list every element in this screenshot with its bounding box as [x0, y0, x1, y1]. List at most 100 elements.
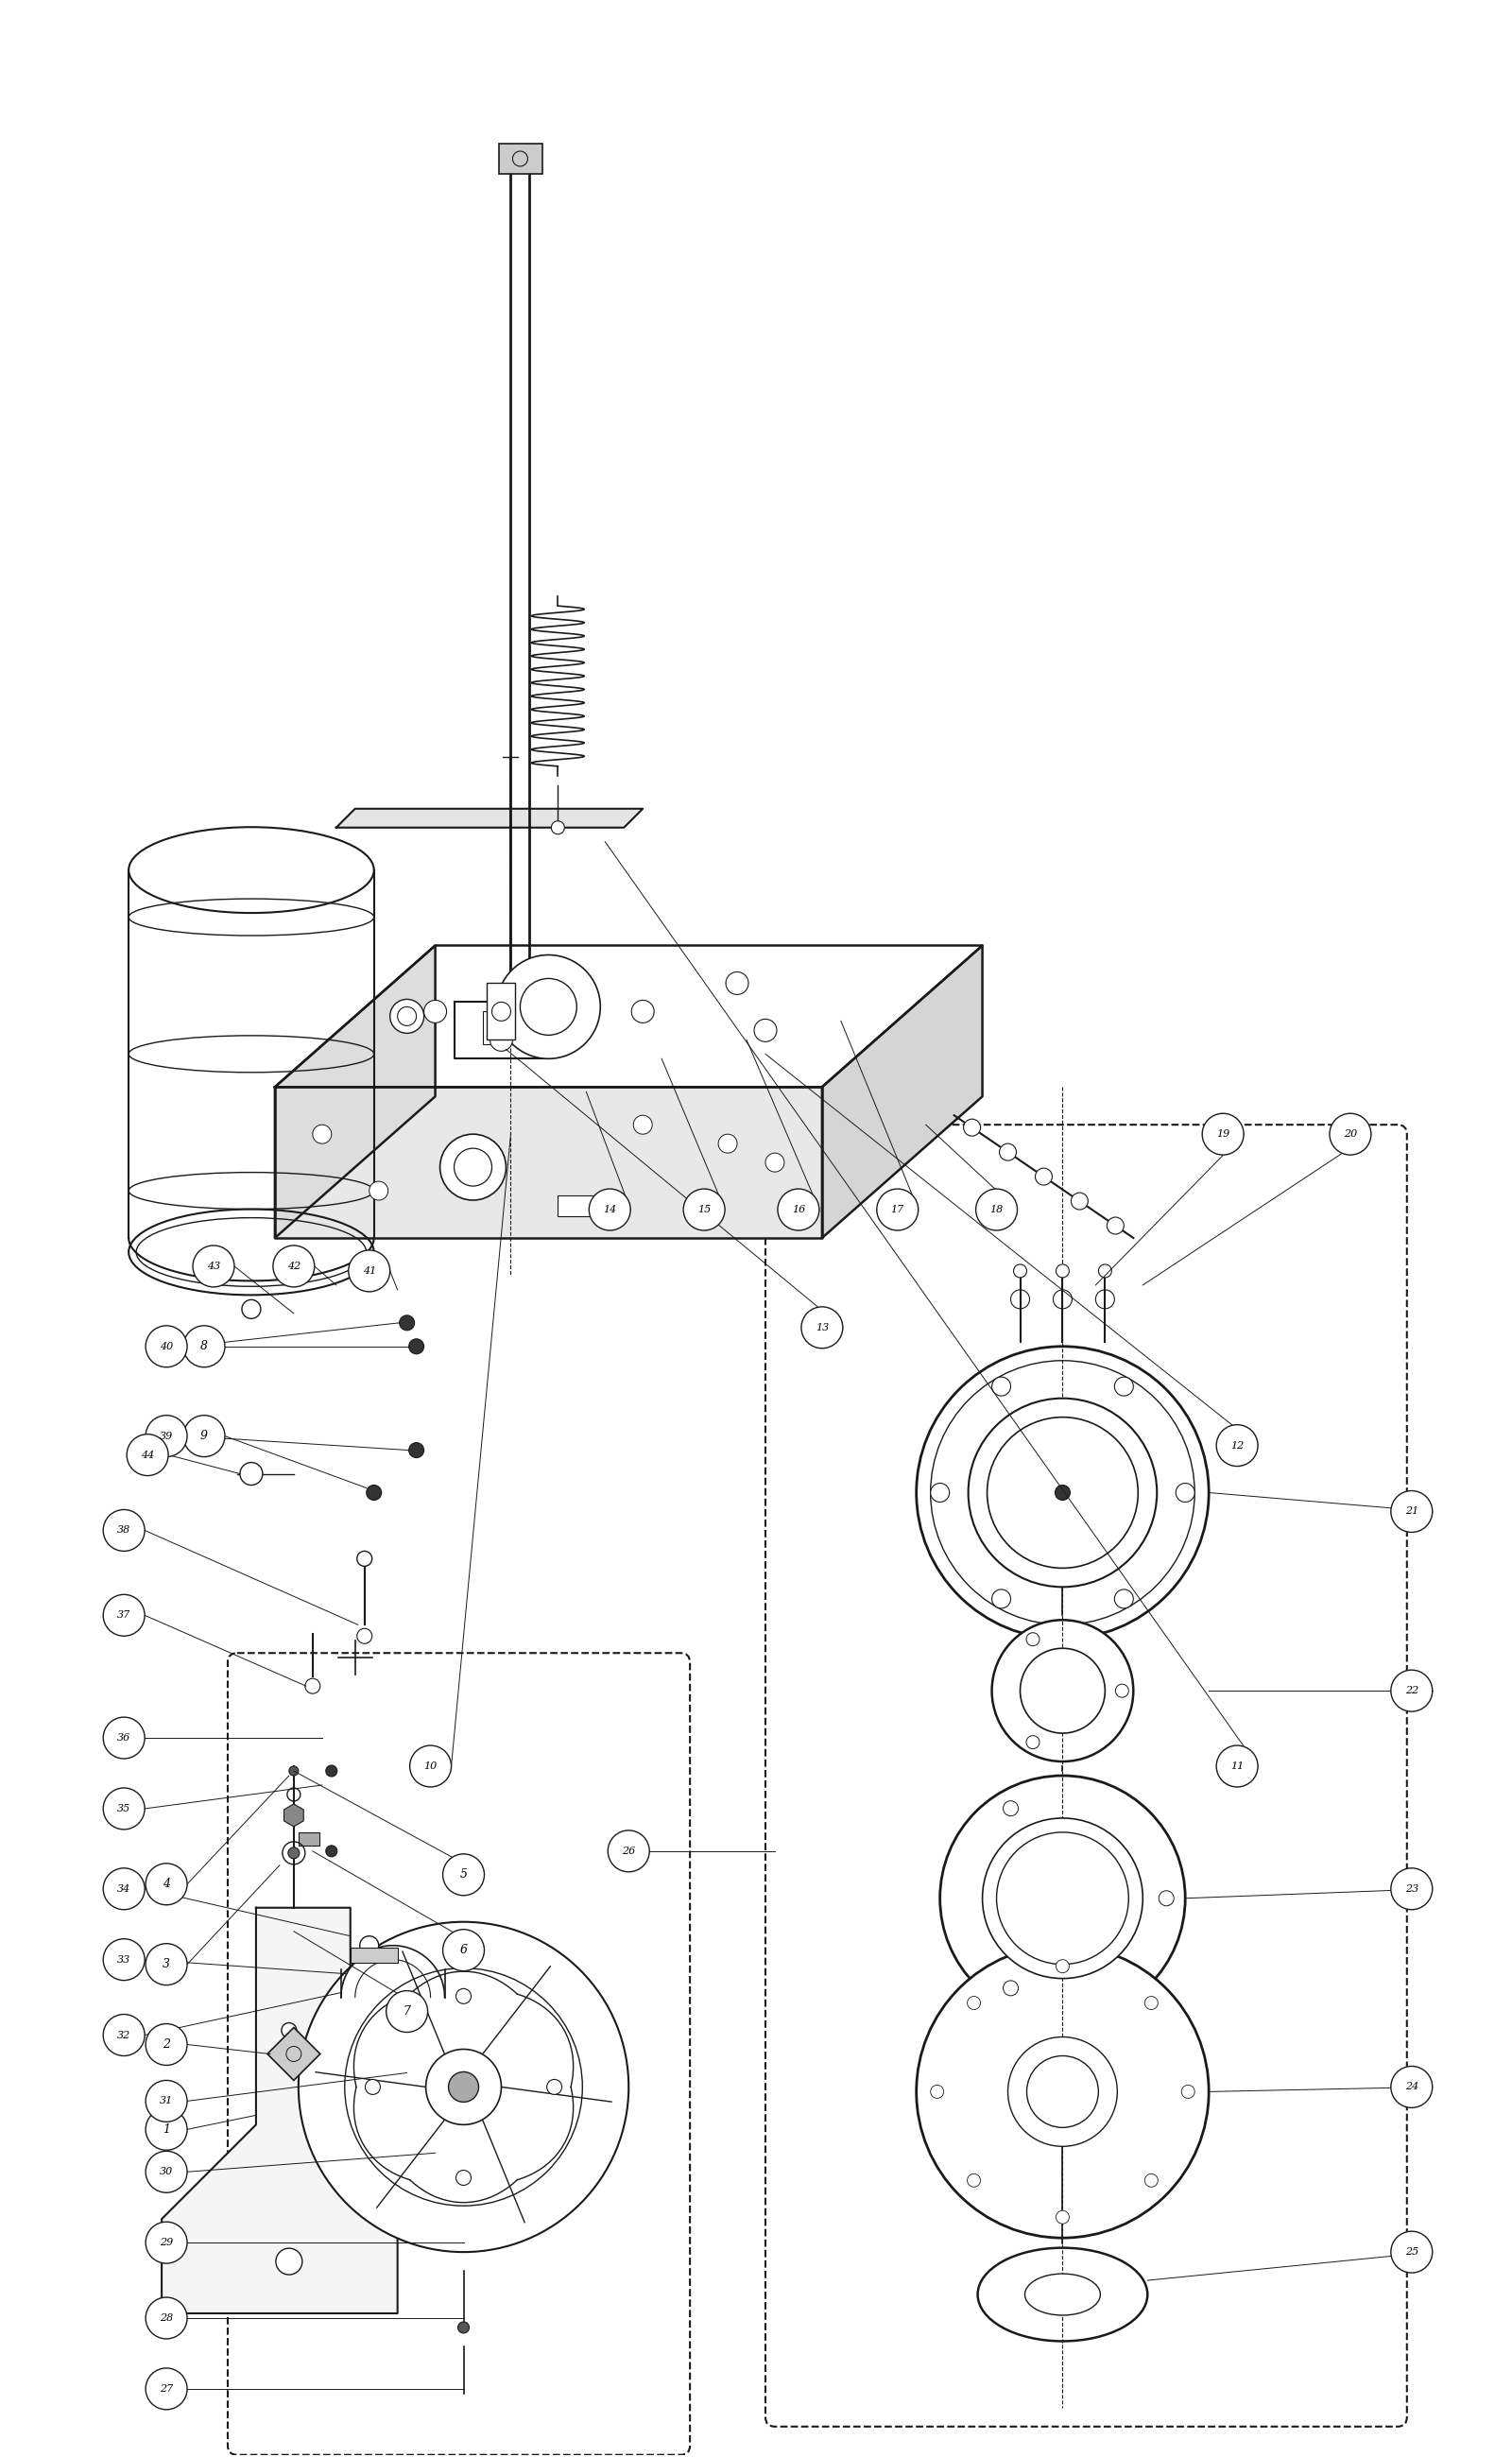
Circle shape [1176, 1484, 1194, 1501]
Circle shape [357, 1629, 372, 1644]
Circle shape [145, 2025, 187, 2066]
Circle shape [145, 2297, 187, 2339]
Circle shape [547, 2079, 562, 2093]
Circle shape [348, 1251, 390, 1292]
Circle shape [386, 1990, 428, 2032]
Circle shape [194, 1246, 234, 1287]
Text: 12: 12 [1231, 1440, 1244, 1450]
Circle shape [754, 1020, 777, 1042]
Ellipse shape [129, 828, 373, 914]
Circle shape [930, 2086, 943, 2098]
Text: 10: 10 [423, 1762, 437, 1771]
Text: 41: 41 [363, 1265, 376, 1275]
Circle shape [103, 1595, 145, 1636]
Text: 34: 34 [118, 1885, 130, 1894]
Circle shape [1114, 1590, 1134, 1609]
Circle shape [408, 1339, 423, 1354]
Circle shape [103, 2015, 145, 2057]
Circle shape [1116, 1683, 1128, 1698]
Text: 33: 33 [118, 1956, 130, 1963]
Circle shape [987, 1418, 1139, 1568]
Circle shape [1181, 2086, 1194, 2098]
Ellipse shape [978, 2248, 1148, 2342]
Text: 14: 14 [603, 1204, 617, 1214]
Text: 16: 16 [792, 1204, 806, 1214]
Text: 4: 4 [163, 1877, 171, 1889]
Circle shape [552, 821, 564, 835]
Polygon shape [275, 946, 983, 1086]
Bar [298, 1833, 319, 1845]
Circle shape [305, 1678, 321, 1693]
Circle shape [298, 1921, 629, 2253]
Text: 11: 11 [1231, 1762, 1244, 1771]
Bar [487, 983, 516, 1039]
Text: 31: 31 [160, 2096, 174, 2106]
Circle shape [454, 1147, 491, 1187]
Circle shape [996, 1833, 1128, 1963]
Circle shape [1070, 1192, 1089, 1209]
Circle shape [968, 1998, 980, 2010]
Circle shape [274, 1246, 314, 1287]
Circle shape [1002, 1801, 1018, 1816]
Text: 44: 44 [141, 1450, 154, 1459]
Circle shape [975, 1189, 1018, 1231]
Circle shape [491, 1002, 511, 1022]
Text: 8: 8 [201, 1339, 209, 1351]
Circle shape [1013, 1265, 1027, 1278]
Circle shape [1107, 1216, 1123, 1233]
Circle shape [458, 2322, 469, 2334]
Circle shape [1391, 1491, 1432, 1533]
Circle shape [325, 1764, 337, 1776]
Polygon shape [823, 946, 983, 1238]
Text: 32: 32 [118, 2029, 130, 2039]
Circle shape [366, 2079, 381, 2093]
Circle shape [183, 1327, 225, 1366]
Text: 40: 40 [160, 1342, 174, 1351]
Circle shape [930, 1361, 1194, 1624]
Circle shape [369, 1182, 389, 1199]
Circle shape [632, 1000, 655, 1022]
Circle shape [325, 1845, 337, 1857]
Circle shape [1027, 1631, 1039, 1646]
Circle shape [357, 1550, 372, 1565]
Circle shape [1329, 1113, 1371, 1155]
Circle shape [999, 1143, 1016, 1160]
Circle shape [1158, 1892, 1173, 1907]
Circle shape [103, 1867, 145, 1909]
Text: 3: 3 [163, 1958, 171, 1971]
Circle shape [963, 1118, 980, 1135]
Text: 15: 15 [697, 1204, 711, 1214]
Circle shape [457, 1988, 472, 2005]
Circle shape [410, 1744, 451, 1786]
Text: 21: 21 [1405, 1506, 1418, 1516]
Circle shape [718, 1135, 738, 1152]
Circle shape [360, 1936, 378, 1956]
Circle shape [1216, 1744, 1258, 1786]
Text: 37: 37 [118, 1609, 130, 1619]
Circle shape [145, 2081, 187, 2123]
Circle shape [983, 1818, 1143, 1978]
Circle shape [313, 1125, 331, 1143]
Circle shape [634, 1115, 652, 1135]
Circle shape [930, 1484, 950, 1501]
Circle shape [1002, 1980, 1018, 1995]
Text: 6: 6 [460, 1943, 467, 1956]
Circle shape [1027, 1735, 1039, 1749]
Circle shape [916, 1946, 1208, 2238]
Circle shape [103, 1717, 145, 1759]
Text: 13: 13 [815, 1322, 829, 1332]
Circle shape [399, 1314, 414, 1329]
Polygon shape [268, 2027, 321, 2081]
Circle shape [1391, 1671, 1432, 1713]
Text: 30: 30 [160, 2167, 174, 2177]
Polygon shape [336, 808, 643, 828]
Circle shape [145, 2221, 187, 2263]
Text: 19: 19 [1216, 1130, 1229, 1140]
Circle shape [968, 1398, 1157, 1587]
Text: 38: 38 [118, 1526, 130, 1536]
Circle shape [183, 1415, 225, 1457]
Text: 25: 25 [1405, 2248, 1418, 2258]
Circle shape [726, 973, 748, 995]
Polygon shape [454, 1002, 549, 1059]
Circle shape [281, 2022, 296, 2037]
